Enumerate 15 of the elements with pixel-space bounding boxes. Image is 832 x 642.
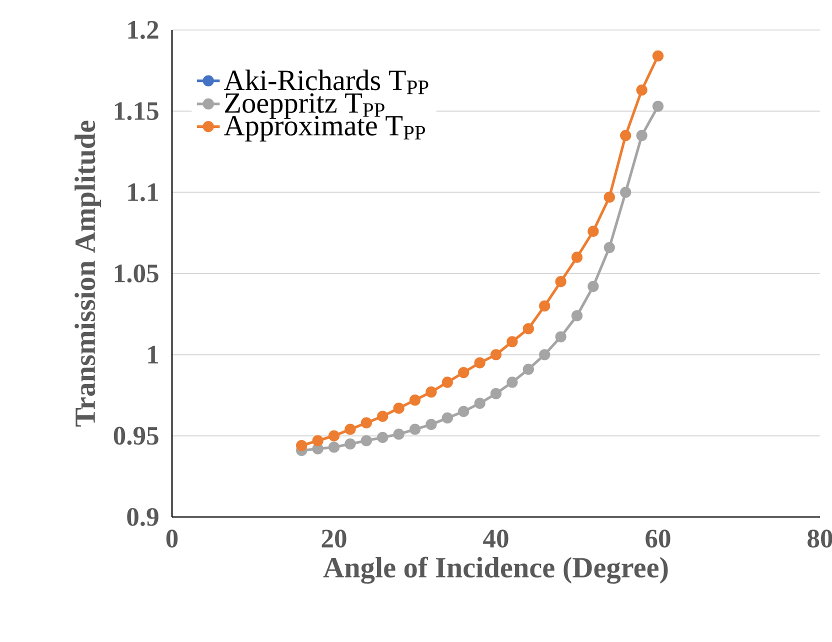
y-tick-label: 0.9 (127, 508, 158, 526)
x-tick-label: 0 (166, 530, 178, 548)
y-tick-label: 1.1 (128, 183, 158, 202)
x-tick-label: 40 (483, 530, 508, 548)
x-axis-title: Angle of Incidence (Degree) (323, 556, 668, 584)
y-tick-label: 1 (148, 346, 158, 364)
legend-label: Aki-Richards T$_{PP}$ (224, 70, 428, 94)
y-tick-label: 1.05 (114, 264, 158, 283)
x-tick-label: 60 (646, 530, 670, 548)
y-tick-label: 1.15 (114, 102, 158, 120)
x-tick-label: 80 (808, 530, 832, 548)
x-tick-label: 20 (322, 530, 346, 548)
y-tick-label: 0.95 (114, 426, 158, 445)
y-tick-label: 1.2 (128, 21, 158, 39)
y-axis-title: Transmission Amplitude (74, 120, 102, 427)
